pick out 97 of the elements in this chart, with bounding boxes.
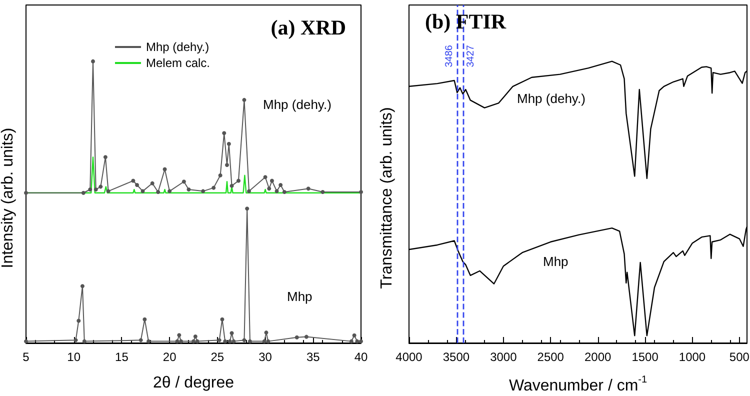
chart-title: (a) XRD: [270, 16, 346, 40]
point: [175, 339, 180, 344]
annotation: Mhp: [543, 254, 568, 269]
point: [245, 206, 250, 211]
x-axis-title: 2θ / degree: [153, 374, 234, 392]
x-tick-label: 10: [67, 350, 81, 364]
x-tick-label: 500: [729, 350, 750, 364]
x-tick-label: 20: [162, 350, 177, 364]
point: [98, 184, 103, 189]
point: [270, 178, 274, 183]
point: [222, 131, 226, 136]
point: [232, 339, 236, 344]
x-tick-label: 1000: [678, 350, 706, 364]
x-tick-label: 3500: [442, 350, 470, 364]
point: [131, 178, 136, 183]
point: [220, 317, 224, 322]
annotation: Mhp: [287, 289, 312, 304]
point: [186, 187, 191, 192]
ref-line-label: 3486: [444, 44, 456, 68]
point: [80, 284, 84, 288]
point: [278, 182, 283, 187]
point: [226, 142, 231, 146]
point: [138, 338, 143, 342]
point: [88, 187, 92, 192]
point: [217, 338, 222, 342]
point: [74, 338, 78, 342]
point: [294, 335, 299, 340]
point: [182, 180, 186, 184]
x-tick-label: 15: [115, 350, 129, 364]
point: [193, 334, 198, 339]
x-tick-label: 2500: [537, 350, 564, 364]
point: [228, 339, 232, 344]
point: [274, 189, 279, 194]
point: [236, 178, 240, 183]
point: [150, 181, 154, 186]
point: [306, 186, 310, 191]
point: [135, 182, 140, 187]
point: [304, 334, 308, 339]
point: [201, 189, 206, 194]
annotation: Mhp (dehy.): [517, 91, 586, 106]
point: [320, 190, 325, 194]
point: [192, 339, 196, 344]
point: [225, 162, 229, 167]
point: [156, 190, 160, 194]
x-tick-label: 30: [258, 350, 272, 364]
point: [103, 155, 108, 160]
point: [24, 190, 28, 195]
point: [94, 187, 98, 192]
point: [352, 333, 356, 338]
point: [230, 331, 234, 336]
point: [223, 339, 228, 344]
point: [266, 339, 270, 344]
y-axis-title: Intensity (arb. units): [0, 128, 16, 268]
point: [76, 318, 81, 323]
x-tick-label: 25: [210, 350, 224, 364]
x-tick-label: 4000: [396, 350, 423, 364]
x-tick-label: 40: [354, 350, 368, 364]
point: [282, 190, 286, 194]
point: [359, 339, 363, 344]
point: [355, 339, 360, 344]
point: [212, 186, 216, 190]
point: [359, 190, 363, 194]
point: [242, 98, 246, 102]
point: [24, 339, 28, 344]
point: [106, 189, 110, 194]
legend-label: Mhp (dehy.): [146, 40, 210, 54]
point: [349, 339, 354, 344]
point: [162, 167, 167, 172]
point: [262, 339, 266, 344]
point: [247, 189, 252, 194]
point: [264, 330, 268, 335]
x-tick-label: 35: [306, 350, 320, 364]
x-tick-label: 1500: [632, 350, 659, 364]
point: [218, 173, 222, 178]
point: [177, 333, 182, 338]
point: [140, 189, 145, 194]
x-tick-label: 5: [22, 350, 30, 364]
point: [142, 317, 147, 322]
x-tick-label: 2000: [584, 350, 612, 364]
x-tick-label: 3000: [490, 350, 518, 364]
point: [179, 339, 184, 344]
point: [91, 59, 95, 64]
point: [263, 175, 268, 180]
point: [242, 338, 246, 342]
chart-title: (b) FTIR: [425, 10, 507, 34]
ref-line-label: 3427: [466, 44, 477, 68]
point: [146, 339, 151, 344]
point: [81, 190, 86, 195]
point: [230, 184, 234, 188]
point: [248, 339, 252, 344]
legend-label: Melem calc.: [146, 56, 210, 70]
point: [195, 339, 200, 344]
point: [267, 186, 272, 191]
point: [82, 339, 86, 344]
y-axis-title: Transmittance (arb. units): [378, 107, 396, 289]
annotation: Mhp (dehy.): [263, 97, 332, 112]
point: [168, 189, 172, 194]
